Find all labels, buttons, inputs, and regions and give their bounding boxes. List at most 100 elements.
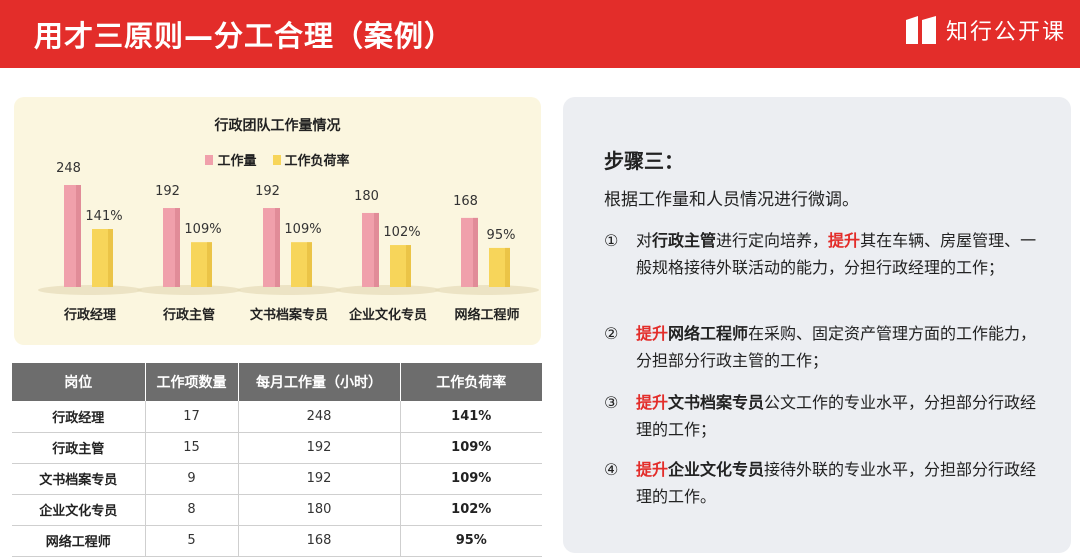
table-header-row: 岗位 工作项数量 每月工作量（小时） 工作负荷率: [12, 363, 542, 401]
table-cell: 企业文化专员: [12, 494, 146, 526]
table-cell: 109%: [400, 432, 542, 464]
page-title: 用才三原则—分工合理（案例）: [34, 19, 455, 53]
header-bar: 用才三原则—分工合理（案例） 知行公开课: [0, 0, 1080, 68]
table-header-cell: 岗位: [12, 363, 146, 401]
legend-swatch-load-rate: [272, 154, 281, 165]
table-header-cell: 工作负荷率: [400, 363, 542, 401]
step-text-segment: 进行定向培养，: [716, 231, 829, 250]
workload-table: 岗位 工作项数量 每月工作量（小时） 工作负荷率 行政经理 17 248 141…: [12, 363, 542, 557]
table-cell: 文书档案专员: [12, 463, 146, 495]
table-cell: 192: [238, 463, 401, 495]
bar-workload-side: [374, 212, 379, 287]
table-row: 企业文化专员 8 180 102%: [12, 494, 542, 526]
table-header-cell: 每月工作量（小时）: [238, 363, 401, 401]
legend-swatch-workload: [205, 154, 214, 165]
data-label-workload: 192: [155, 184, 180, 199]
bar-load-rate-side: [406, 245, 411, 287]
legend-label-load-rate: 工作负荷率: [284, 154, 350, 169]
data-label-load-rate: 95%: [487, 228, 516, 243]
steps-panel: 步骤三： 根据工作量和人员情况进行微调。 ① 对行政主管进行定向培养，提升其在车…: [563, 97, 1071, 553]
step-number: ②: [604, 324, 619, 343]
step-text: 提升企业文化专员接待外联的专业水平，分担部分行政经理的工作。: [636, 456, 1044, 510]
data-label-load-rate: 141%: [85, 209, 122, 224]
table-cell: 168: [238, 525, 401, 557]
table-cell: 192: [238, 432, 401, 464]
table-cell: 行政主管: [12, 432, 146, 464]
bar-workload-side: [275, 208, 280, 287]
steps-intro: 根据工作量和人员情况进行微调。: [604, 190, 859, 210]
step-number: ①: [604, 231, 619, 250]
legend-item-load-rate: 工作负荷率: [272, 150, 350, 169]
bar-load-rate: [390, 245, 411, 287]
table-cell: 15: [145, 432, 239, 464]
highlight-text: 提升: [636, 460, 669, 479]
table-cell: 248: [238, 401, 401, 433]
step-number: ③: [604, 393, 619, 412]
step-text-segment: 接待外联的专业水平，分担部分行政经理的工作。: [636, 460, 1037, 506]
bar-load-rate: [489, 247, 510, 287]
category-label: 企业文化专员: [348, 307, 427, 323]
category-label: 行政主管: [162, 307, 215, 323]
bar-shadow: [137, 285, 241, 295]
table-row: 行政经理 17 248 141%: [12, 401, 542, 433]
legend-item-workload: 工作量: [205, 150, 257, 169]
step-item-4: ④ 提升企业文化专员接待外联的专业水平，分担部分行政经理的工作。: [604, 456, 1044, 510]
data-label-load-rate: 109%: [184, 222, 221, 237]
table-row: 网络工程师 5 168 95%: [12, 525, 542, 557]
step-text-segment: 在采购、固定资产管理方面的工作能力，分担部分行政主管的工作；: [636, 324, 1037, 370]
bar-workload-side: [175, 208, 180, 287]
bar-workload-side: [473, 217, 478, 287]
table-cell: 141%: [400, 401, 542, 433]
steps-heading: 步骤三：: [604, 149, 684, 173]
brand-name: 知行公开课: [945, 20, 1066, 45]
step-item-1: ① 对行政主管进行定向培养，提升其在车辆、房屋管理、一般规格接待外联活动的能力，…: [604, 227, 1044, 281]
step-text-segment: 公文工作的专业水平，分担部分行政经理的工作；: [636, 393, 1037, 439]
category-label: 网络工程师: [454, 307, 519, 323]
step-text: 对行政主管进行定向培养，提升其在车辆、房屋管理、一般规格接待外联活动的能力，分担…: [636, 227, 1044, 281]
table-cell: 行政经理: [12, 401, 146, 433]
bar-load-rate-side: [207, 242, 212, 287]
legend-label-workload: 工作量: [217, 154, 257, 169]
table-cell: 17: [145, 401, 239, 433]
bar-load-rate: [92, 229, 113, 287]
bar-chart: 248 141% 行政经理 192 109% 行政主管 192 109% 文书档案专员 180 10…: [38, 161, 539, 323]
step-item-3: ③ 提升文书档案专员公文工作的专业水平，分担部分行政经理的工作；: [604, 389, 1044, 443]
table-row: 文书档案专员 9 192 109%: [12, 463, 542, 495]
step-item-2: ② 提升网络工程师在采购、固定资产管理方面的工作能力，分担部分行政主管的工作；: [604, 320, 1044, 374]
data-label-workload: 192: [255, 184, 280, 199]
highlight-text: 提升: [828, 231, 861, 250]
role-name: 企业文化专员: [668, 460, 765, 479]
highlight-text: 提升: [636, 324, 669, 343]
brand: 知行公开课: [904, 15, 1066, 45]
table-row: 行政主管 15 192 109%: [12, 432, 542, 464]
role-name: 行政主管: [652, 231, 717, 250]
bar-shadow: [435, 285, 539, 295]
role-name: 文书档案专员: [668, 393, 765, 412]
table-cell: 5: [145, 525, 239, 557]
role-name: 网络工程师: [668, 324, 749, 343]
category-label: 文书档案专员: [250, 307, 328, 323]
data-label-workload: 248: [56, 161, 81, 176]
data-label-load-rate: 102%: [383, 225, 420, 240]
table-cell: 95%: [400, 525, 542, 557]
bar-load-rate-side: [108, 229, 113, 287]
bar-shadow: [38, 285, 142, 295]
bar-load-rate-side: [505, 247, 510, 287]
bar-load-rate: [291, 242, 312, 287]
step-text-segment: 对: [636, 231, 653, 250]
bar-shadow: [237, 285, 341, 295]
table-cell: 102%: [400, 494, 542, 526]
step-text: 提升文书档案专员公文工作的专业水平，分担部分行政经理的工作；: [636, 389, 1044, 443]
table-cell: 9: [145, 463, 239, 495]
brand-logo-icon: [905, 16, 936, 44]
chart-panel: 行政团队工作量情况 工作量 工作负荷率 248 141% 行政经理 192 109% 行政…: [14, 97, 541, 345]
chart-legend: 工作量 工作负荷率: [14, 150, 541, 169]
table-cell: 109%: [400, 463, 542, 495]
table-cell: 网络工程师: [12, 525, 146, 557]
chart-title: 行政团队工作量情况: [214, 118, 341, 134]
data-label-workload: 168: [453, 194, 478, 209]
highlight-text: 提升: [636, 393, 669, 412]
bar-shadow: [336, 285, 440, 295]
step-text: 提升网络工程师在采购、固定资产管理方面的工作能力，分担部分行政主管的工作；: [636, 320, 1044, 374]
step-text-segment: 其在车辆、房屋管理、一般规格接待外联活动的能力，分担行政经理的工作；: [636, 231, 1037, 277]
